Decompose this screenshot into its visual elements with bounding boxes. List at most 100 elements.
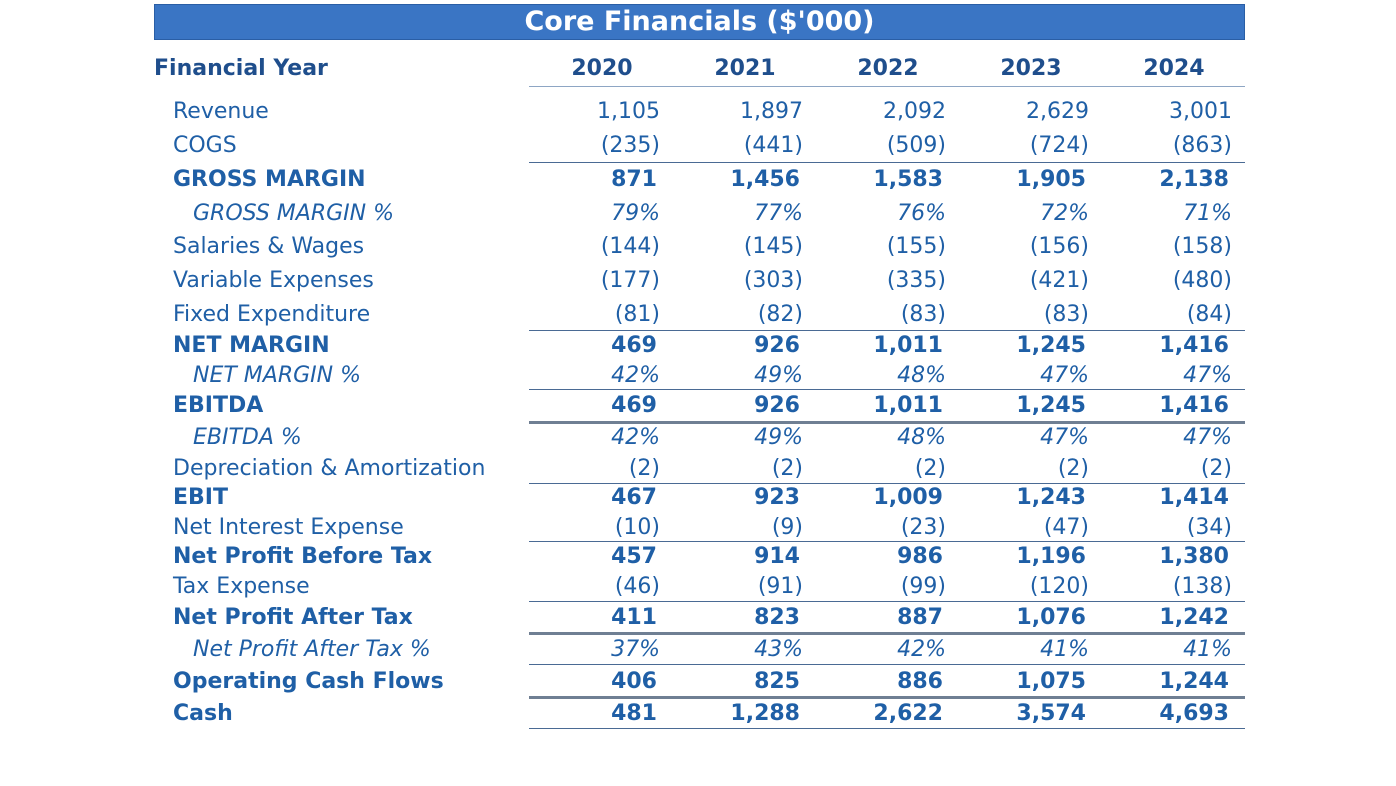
cell-2022: 76%: [897, 201, 946, 226]
cell-2024: 1,380: [1159, 544, 1229, 569]
row-operating-cash-flows: Operating Cash Flows 406 825 886 1,075 1,244: [154, 667, 1245, 697]
cell-2024: 1,244: [1159, 669, 1229, 694]
cell-2024: (863): [1172, 133, 1232, 158]
cell-2021: 43%: [754, 637, 803, 662]
cell-2023: (2): [1057, 456, 1089, 481]
cell-2022: 1,011: [873, 393, 943, 418]
cell-2020: 871: [611, 167, 657, 192]
cell-2020: 411: [611, 605, 657, 630]
cell-2023: 1,905: [1016, 167, 1086, 192]
row-label: Net Interest Expense: [173, 515, 404, 540]
cell-2020: 1,105: [597, 99, 660, 124]
cell-2021: 926: [754, 333, 800, 358]
cell-2020: 79%: [611, 201, 660, 226]
cell-2024: (158): [1172, 234, 1232, 259]
cell-2020: (81): [614, 302, 660, 327]
cell-2023: 3,574: [1016, 701, 1086, 726]
cell-2022: (99): [900, 574, 946, 599]
row-gross-margin: GROSS MARGIN % 79% 77% 76% 72% 71%: [154, 199, 1245, 229]
row-divider: [529, 541, 1245, 542]
cell-2021: 1,456: [730, 167, 800, 192]
cell-2022: 2,622: [873, 701, 943, 726]
cell-2024: 2,138: [1159, 167, 1229, 192]
row-ebitda: EBITDA 469 926 1,011 1,245 1,416: [154, 391, 1245, 421]
financial-year-label: Financial Year: [154, 56, 328, 81]
row-label: Cash: [173, 701, 233, 726]
row-cash: Cash 481 1,288 2,622 3,574 4,693: [154, 699, 1245, 729]
cell-2020: 469: [611, 333, 657, 358]
row-tax-expense: Tax Expense (46) (91) (99) (120) (138): [154, 572, 1245, 602]
cell-2022: 986: [897, 544, 943, 569]
cell-2022: (335): [886, 268, 946, 293]
row-label: GROSS MARGIN: [173, 167, 366, 192]
cell-2021: (303): [743, 268, 803, 293]
row-divider: [529, 664, 1245, 665]
cell-2023: 47%: [1040, 425, 1089, 450]
cell-2024: 1,416: [1159, 333, 1229, 358]
cell-2024: 47%: [1183, 363, 1232, 388]
cell-2023: (47): [1043, 515, 1089, 540]
cell-2022: 1,011: [873, 333, 943, 358]
row-divider: [529, 601, 1245, 602]
row-label: GROSS MARGIN %: [193, 201, 394, 226]
cell-2022: 42%: [897, 637, 946, 662]
row-net-profit-before-tax: Net Profit Before Tax 457 914 986 1,196 1,380: [154, 542, 1245, 572]
row-label: EBITDA: [173, 393, 264, 418]
cell-2021: (91): [757, 574, 803, 599]
year-2021: 2021: [714, 56, 776, 81]
cell-2023: 72%: [1040, 201, 1089, 226]
row-label: Tax Expense: [173, 574, 310, 599]
row-label: Revenue: [173, 99, 269, 124]
cell-2023: 1,245: [1016, 393, 1086, 418]
cell-2021: 914: [754, 544, 800, 569]
cell-2020: 37%: [611, 637, 660, 662]
cell-2022: (2): [914, 456, 946, 481]
cell-2024: (84): [1186, 302, 1232, 327]
row-divider: [529, 728, 1245, 729]
cell-2020: (235): [600, 133, 660, 158]
cell-2023: (83): [1043, 302, 1089, 327]
cell-2021: 49%: [754, 363, 803, 388]
row-salaries-wages: Salaries & Wages (144) (145) (155) (156) (158…: [154, 232, 1245, 262]
cell-2020: 457: [611, 544, 657, 569]
row-label: Salaries & Wages: [173, 234, 365, 259]
row-revenue: Revenue 1,105 1,897 2,092 2,629 3,001: [154, 97, 1245, 127]
row-divider: [529, 483, 1245, 484]
row-divider: [529, 696, 1245, 699]
row-label: Net Profit After Tax: [173, 605, 413, 630]
header-row: Financial Year 2020 2021 2022 2023 2024: [154, 52, 1245, 86]
cell-2020: 42%: [611, 363, 660, 388]
row-label: Variable Expenses: [173, 268, 374, 293]
cell-2020: (177): [600, 268, 660, 293]
cell-2020: (144): [600, 234, 660, 259]
row-label: EBIT: [173, 485, 228, 510]
cell-2021: 77%: [754, 201, 803, 226]
cell-2022: 1,009: [873, 485, 943, 510]
cell-2023: 1,075: [1016, 669, 1086, 694]
row-label: Net Profit Before Tax: [173, 544, 433, 569]
cell-2021: 825: [754, 669, 800, 694]
row-label: NET MARGIN %: [193, 363, 361, 388]
cell-2022: 48%: [897, 425, 946, 450]
cell-2020: (2): [628, 456, 660, 481]
cell-2021: (145): [743, 234, 803, 259]
cell-2021: (441): [743, 133, 803, 158]
cell-2024: 1,414: [1159, 485, 1229, 510]
cell-2023: 1,196: [1016, 544, 1086, 569]
cell-2022: 1,583: [873, 167, 943, 192]
cell-2023: 47%: [1040, 363, 1089, 388]
cell-2020: 469: [611, 393, 657, 418]
row-divider: [529, 330, 1245, 331]
cell-2023: 1,076: [1016, 605, 1086, 630]
cell-2022: 887: [897, 605, 943, 630]
year-2022: 2022: [857, 56, 919, 81]
row-label: Net Profit After Tax %: [193, 637, 431, 662]
cell-2023: (156): [1029, 234, 1089, 259]
row-depreciation-amortization: Depreciation & Amortization (2) (2) (2) (2) (…: [154, 454, 1245, 484]
cell-2024: (480): [1172, 268, 1232, 293]
cell-2024: 1,242: [1159, 605, 1229, 630]
row-divider: [529, 421, 1245, 424]
cell-2021: (2): [771, 456, 803, 481]
cell-2024: 71%: [1183, 201, 1232, 226]
